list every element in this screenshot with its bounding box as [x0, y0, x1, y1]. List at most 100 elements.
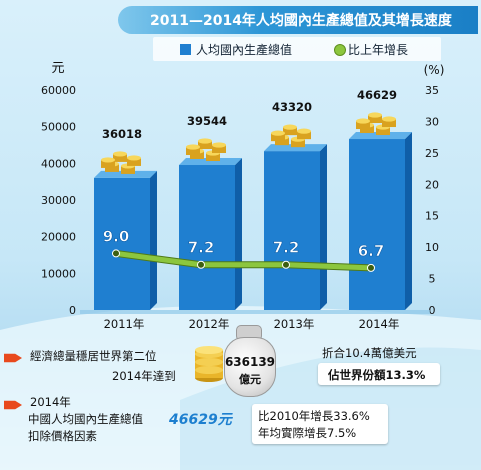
coin-top — [212, 142, 226, 148]
share-text: 佔世界份額13.3% — [328, 368, 426, 382]
coin — [291, 139, 305, 148]
y-right-tick-label: 15 — [425, 210, 439, 223]
growth-value-label: 7.2 — [273, 239, 300, 257]
coin — [382, 119, 396, 128]
legend-line-swatch — [334, 44, 346, 56]
legend-bar-swatch — [180, 44, 191, 55]
coin — [283, 127, 297, 136]
y-right-tick-label: 30 — [425, 115, 439, 128]
y-left-unit: 元 — [51, 61, 64, 76]
growth-point — [197, 260, 205, 269]
bar — [264, 151, 320, 310]
y-right-tick-label: 35 — [425, 84, 439, 97]
bar — [349, 139, 405, 310]
y-left-tick-label: 50000 — [41, 121, 76, 134]
coin-top — [271, 130, 285, 136]
bar-side — [150, 170, 157, 310]
y-right-tick-label: 20 — [425, 178, 439, 191]
y-right-tick-label: 5 — [429, 273, 436, 286]
coin-top — [356, 118, 370, 124]
y-right-tick-label: 0 — [429, 304, 436, 317]
coin-top — [186, 144, 200, 150]
x-tick-label: 2013年 — [274, 317, 315, 331]
bar-top — [349, 132, 412, 140]
y-left-tick-label: 60000 — [41, 84, 76, 97]
growth-line — [113, 250, 374, 271]
x-tick-label: 2012年 — [189, 317, 230, 331]
bar-side — [405, 132, 412, 310]
share-callout — [318, 363, 440, 385]
bar — [179, 165, 235, 310]
legend — [153, 37, 441, 61]
growth-callout — [252, 404, 388, 444]
coin — [376, 127, 390, 136]
growth-point — [112, 249, 120, 258]
y-right-tick-label: 10 — [425, 241, 439, 254]
growth-value-label: 7.2 — [188, 239, 215, 257]
per-capita-value: 46629元 — [169, 412, 232, 428]
usd-text: 折合10.4萬億美元 — [322, 346, 417, 360]
coin-top — [113, 151, 127, 157]
reach-text: 2014年達到 — [112, 369, 176, 383]
legend-label-line: 比上年增長 — [348, 43, 409, 57]
growth-value-label: 6.7 — [358, 242, 385, 260]
coin-top — [127, 155, 141, 161]
y-left-tick-label: 0 — [69, 304, 76, 317]
bullet-marker-2 — [4, 400, 22, 410]
per-capita-text: 中國人均國內生產總值 — [28, 412, 143, 426]
bar — [94, 177, 150, 310]
y-left-tick-label: 10000 — [41, 267, 76, 280]
growth-text-1: 比2010年增長33.6% — [258, 409, 370, 423]
growth-point — [367, 263, 375, 272]
bar-side — [320, 144, 327, 310]
y-left-tick-label: 40000 — [41, 157, 76, 170]
baseline — [80, 310, 430, 314]
y-left-tick-label: 20000 — [41, 231, 76, 244]
coin — [368, 115, 382, 124]
coin — [206, 153, 220, 162]
coin-top — [283, 124, 297, 130]
money-bag-icon — [224, 337, 276, 397]
coin-top — [101, 157, 115, 163]
y-right-unit: (%) — [424, 63, 445, 77]
coin — [212, 145, 226, 154]
x-tick-label: 2014年 — [359, 317, 400, 331]
coin — [101, 159, 115, 168]
growth-text-2: 年均實際增長7.5% — [258, 426, 357, 440]
chart-title: 2011—2014年人均國內生產總值及其增長速度 — [150, 13, 452, 29]
coin — [121, 165, 135, 174]
bar-top — [264, 144, 327, 152]
bar-top — [94, 170, 157, 178]
title-bar — [118, 6, 478, 34]
coin — [271, 133, 285, 142]
coin — [127, 157, 141, 166]
bar-top — [179, 158, 242, 166]
gdp-value: 636139 — [224, 355, 276, 369]
bar-side — [235, 158, 242, 310]
coin — [356, 121, 370, 130]
year-label: 2014年 — [30, 395, 71, 409]
bar-value-label: 43320 — [272, 100, 312, 114]
rank-text: 經濟總量穩居世界第二位 — [30, 349, 157, 363]
coin — [113, 153, 127, 162]
coin-stack-icon — [195, 346, 223, 382]
y-left-tick-label: 30000 — [41, 194, 76, 207]
legend-label-bar: 人均國內生產總值 — [196, 43, 293, 57]
gdp-unit: 億元 — [239, 373, 261, 386]
growth-value-label: 9.0 — [103, 227, 130, 245]
coin-top — [368, 112, 382, 118]
bullet-marker-1 — [4, 353, 22, 363]
coin-top — [297, 128, 311, 134]
bar-value-label: 39544 — [187, 114, 227, 128]
growth-point — [282, 260, 290, 269]
x-tick-label: 2011年 — [104, 317, 145, 331]
coin — [198, 141, 212, 150]
bar-value-label: 36018 — [102, 127, 142, 141]
coin-top — [198, 138, 212, 144]
bar-value-label: 46629 — [357, 88, 397, 102]
coin-top — [382, 116, 396, 122]
coin — [297, 131, 311, 140]
price-adjust-text: 扣除價格因素 — [28, 429, 97, 443]
